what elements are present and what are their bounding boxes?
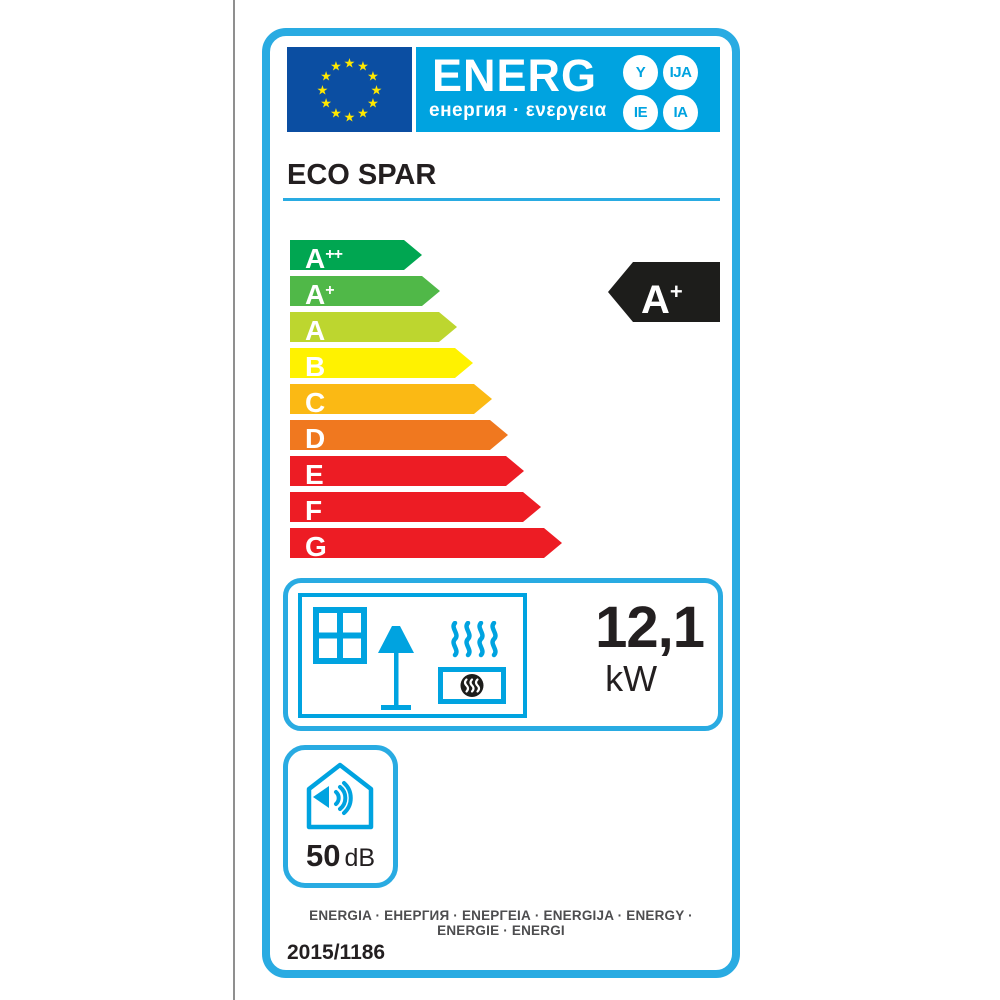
noise-unit: dB: [344, 844, 376, 872]
badge-ija: IJA: [663, 55, 698, 90]
heater-icon: [438, 621, 506, 704]
class-arrow-b: B: [290, 348, 473, 378]
energ-logo-text: ENERG: [432, 50, 598, 101]
badge-ie: IE: [623, 95, 658, 130]
flag-star: ★: [320, 68, 332, 84]
class-arrow-a++: A++: [290, 240, 422, 270]
flag-star: ★: [357, 58, 369, 74]
badge-y: Y: [623, 55, 658, 90]
energy-languages: ENERGIA · ЕНЕРГИЯ · ΕΝΕΡΓΕΙΑ · ENERGIJA …: [309, 908, 693, 938]
house-sound-icon: [306, 762, 374, 830]
flag-star: ★: [343, 109, 356, 124]
energ-logo-subtitle: енергия · ενεργεια: [429, 100, 607, 121]
lamp-icon: [378, 626, 414, 710]
rating-sup: +: [669, 279, 683, 304]
language-badges: Y IJA IE IA: [623, 55, 698, 130]
power-box: 12,1 kW: [283, 578, 723, 731]
brand-name: ECO SPAR: [283, 160, 720, 201]
flag-star: ★: [320, 95, 332, 111]
flag-star: ★: [367, 95, 379, 111]
class-arrow-e: E: [290, 456, 524, 486]
badge-ia: IA: [663, 95, 698, 130]
flag-star: ★: [316, 82, 329, 97]
rating-letter: A: [641, 278, 670, 322]
noise-value: 50: [305, 838, 341, 873]
eu-flag-icon: ★ ★ ★ ★ ★ ★ ★ ★ ★ ★ ★ ★: [287, 47, 412, 132]
class-arrow-f: F: [290, 492, 541, 522]
class-arrow-a: A: [290, 312, 457, 342]
flag-star: ★: [367, 68, 379, 84]
regulation-number: 2015/1186: [287, 941, 386, 964]
class-arrow-d: D: [290, 420, 508, 450]
efficiency-scale: A++ A+ A B C D E F G: [290, 240, 562, 564]
direct-heat-icons-frame: [298, 593, 527, 718]
flag-star: ★: [357, 105, 369, 121]
flag-star: ★: [330, 105, 342, 121]
flag-star: ★: [370, 82, 383, 97]
power-value: 12,1: [595, 595, 705, 660]
class-arrow-a+: A+: [290, 276, 440, 306]
window-icon: [313, 607, 367, 664]
rating-arrow: A+: [608, 262, 720, 322]
class-arrow-c: C: [290, 384, 492, 414]
power-readout: 12,1 kW: [595, 595, 705, 699]
energ-logo: ENERG енергия · ενεργεια Y IJA IE IA: [416, 47, 720, 132]
flag-star: ★: [330, 58, 342, 74]
noise-readout: 50 dB: [288, 840, 393, 871]
page-divider-line: [233, 0, 235, 1000]
noise-box: 50 dB: [283, 745, 398, 888]
flag-star: ★: [343, 55, 356, 70]
power-unit: kW: [605, 658, 658, 699]
energy-label: ★ ★ ★ ★ ★ ★ ★ ★ ★ ★ ★ ★ ENERG енергия · ενεργεια Y …: [262, 28, 740, 978]
class-arrow-g: G: [290, 528, 562, 558]
label-header: ★ ★ ★ ★ ★ ★ ★ ★ ★ ★ ★ ★ ENERG енергия · ενεργεια Y …: [287, 47, 720, 132]
